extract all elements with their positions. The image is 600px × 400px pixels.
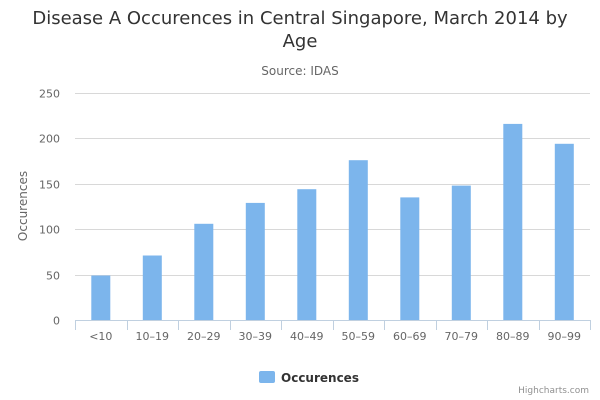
y-tick-label: 0 [53,315,60,328]
x-axis: <10 10–19 20–29 30–39 40–49 50–59 60–69 70–79 80… [75,320,591,343]
bar[interactable]: 10–19: 71 [142,255,162,321]
x-tick-label: 50–59 [342,330,376,343]
x-tick-label: 80–89 [496,330,530,343]
bar[interactable]: 80–89: 216 [503,123,523,321]
y-tick-label: 50 [46,270,60,283]
x-tick-label: 20–29 [187,330,221,343]
x-tick-label: 70–79 [445,330,479,343]
y-tick-label: 150 [39,179,60,192]
x-tick-label: <10 [89,330,112,343]
credits-link[interactable]: Highcharts.com [518,386,589,396]
bars: <10: 49 10–19: 71 20–29: 106 30–39: 129 40–4… [91,123,574,321]
bar[interactable]: 20–29: 106 [194,223,214,320]
x-tick-label: 40–49 [290,330,324,343]
legend-swatch[interactable] [259,371,275,383]
bar[interactable]: 90–99: 194 [554,143,574,320]
y-tick-label: 250 [39,88,60,101]
chart-title-line-1: Disease A Occurences in Central Singapor… [32,8,568,29]
legend[interactable]: Occurences [259,371,359,385]
bar[interactable]: <10: 49 [91,275,111,321]
chart-subtitle: Source: IDAS [261,64,338,78]
bar[interactable]: 70–79: 148 [451,185,471,320]
y-axis-ticks: 0 50 100 150 200 250 [39,88,60,328]
bar[interactable]: 50–59: 176 [348,160,368,320]
y-tick-label: 200 [39,133,60,146]
y-tick-label: 100 [39,224,60,237]
x-tick-label: 10–19 [136,330,170,343]
y-axis-title: Occurences [16,171,30,241]
x-tick-label: 30–39 [239,330,273,343]
bar[interactable]: 30–39: 129 [245,202,265,320]
legend-label[interactable]: Occurences [281,371,359,385]
x-tick-label: 60–69 [393,330,427,343]
bar[interactable]: 40–49: 144 [297,189,317,320]
chart-title-line-2: Age [283,31,318,52]
bar[interactable]: 60–69: 135 [400,197,420,320]
x-tick-label: 90–99 [548,330,582,343]
